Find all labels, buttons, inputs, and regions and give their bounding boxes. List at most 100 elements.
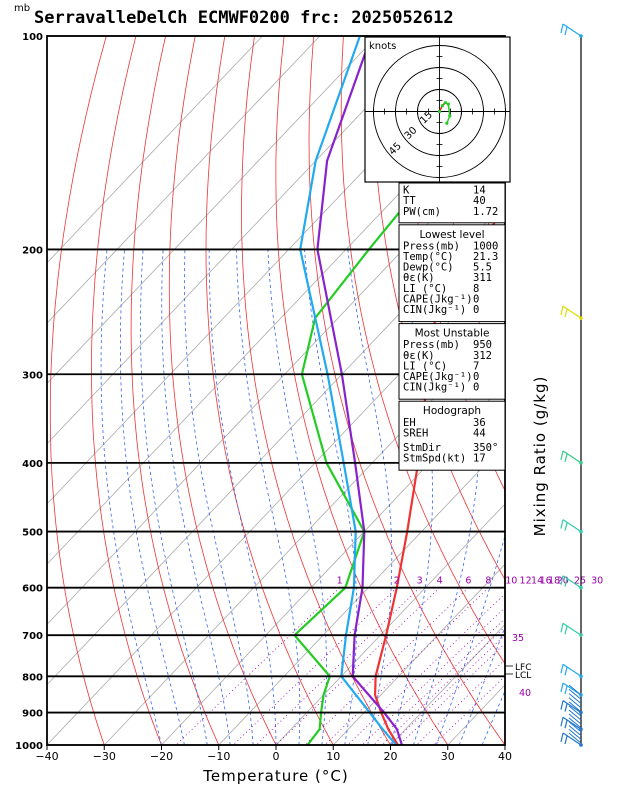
index-label: StmSpd(kt) — [403, 453, 466, 465]
index-value: 7 — [473, 360, 479, 372]
moist-adiabat-line — [161, 249, 231, 745]
index-label: StmDir — [403, 442, 441, 454]
mixing-ratio-line — [416, 659, 505, 745]
moist-adiabat-line — [347, 249, 393, 745]
dry-adiabat-line — [241, 36, 391, 745]
index-label: Press(mb) — [403, 339, 460, 351]
x-tick-label: 40 — [498, 750, 512, 763]
wind-barb-flag — [564, 578, 568, 587]
wind-barb-flag — [564, 735, 568, 745]
index-label: SREH — [403, 427, 428, 439]
moist-adiabat-line — [140, 249, 208, 745]
y-tick-label: 400 — [22, 459, 43, 470]
wind-barb-flag — [560, 732, 564, 743]
wind-barb-flag — [564, 26, 568, 36]
wind-barb-flag — [564, 453, 568, 463]
index-value: 0 — [473, 371, 479, 383]
wind-barbs — [560, 23, 583, 747]
isotherm-line — [47, 36, 263, 264]
hodograph-point — [443, 101, 447, 105]
hodograph-units: knots — [369, 41, 396, 52]
wind-barb-flag — [560, 305, 564, 316]
indices-box — [398, 400, 506, 471]
wind-barb-staff — [568, 701, 582, 713]
wind-barb-staff — [568, 684, 582, 696]
wind-barb-flag — [560, 623, 564, 633]
y-tick-label: 300 — [22, 370, 43, 381]
wind-barb-flag — [564, 522, 568, 531]
isotherm-line — [47, 36, 435, 445]
isotherm-line — [47, 36, 321, 324]
index-value: 312 — [473, 350, 492, 362]
y-tick-label: 200 — [22, 245, 43, 256]
mixing-ratio-label: 25 — [574, 576, 586, 587]
indices-heading: Hodograph — [423, 405, 481, 417]
wind-barb-flag — [560, 23, 564, 34]
isotherm-line — [390, 623, 505, 745]
hodograph-point — [445, 121, 449, 125]
x-tick-label: −10 — [207, 750, 230, 763]
mixing-ratio-label: 6 — [465, 576, 471, 587]
dry-adiabat-line — [340, 36, 505, 665]
wind-barb-staff — [568, 709, 582, 721]
mixing-ratio-label: 4 — [437, 576, 443, 587]
wind-barb-staff — [568, 725, 582, 736]
index-label: LI (°C) — [403, 360, 447, 372]
index-value: 21.3 — [473, 251, 498, 263]
hodograph-point — [440, 104, 445, 108]
wind-barb-flag — [560, 519, 564, 529]
wind-barb-staff — [562, 716, 582, 730]
hodograph-point — [448, 114, 452, 118]
isotherm-line — [218, 443, 505, 745]
dry-adiabat-line — [168, 36, 277, 745]
index-value: 0 — [473, 293, 479, 305]
index-label: θε(K) — [403, 350, 435, 362]
y-tick-label: 1000 — [15, 741, 43, 752]
index-value: 311 — [473, 272, 492, 284]
index-value: 5.5 — [473, 262, 492, 274]
mixing-ratio-label: 2 — [394, 576, 400, 587]
y-tick-label: 700 — [22, 631, 43, 642]
mixing-ratio-label: 8 — [485, 576, 491, 587]
wind-barb-flag — [560, 700, 564, 710]
x-tick-label: 20 — [384, 750, 398, 763]
isotherm-line — [333, 563, 505, 745]
index-value: 0 — [473, 382, 479, 394]
indices-box — [398, 323, 506, 400]
pressure-unit-label: mb — [14, 3, 31, 14]
mixing-ratio-label: 14 — [531, 576, 543, 587]
dry-adiabat-line — [91, 36, 162, 745]
mixing-ratio-label: 35 — [512, 633, 524, 644]
index-label: Press(mb) — [403, 240, 460, 252]
x-tick-label: −20 — [150, 750, 173, 763]
hodograph-point — [446, 102, 450, 106]
moist-adiabat-line — [184, 249, 254, 745]
mixing-ratio-label: 20 — [557, 576, 569, 587]
x-tick-label: −40 — [35, 750, 58, 763]
mixing-ratio-label: 3 — [417, 576, 423, 587]
wind-barb-staff — [562, 622, 582, 636]
index-label: PW(cm) — [403, 206, 441, 218]
mixing-ratio-line — [255, 587, 420, 745]
wind-barb-staff — [568, 721, 582, 733]
index-label: CAPE(Jkg⁻¹) — [403, 371, 473, 383]
wind-barb-staff — [568, 717, 582, 729]
mixing-ratio-label: 12 — [520, 576, 532, 587]
wind-barb-flag — [564, 308, 568, 318]
isotherm-line — [562, 36, 618, 745]
background-lines — [47, 36, 618, 745]
dry-adiabat-line — [580, 36, 618, 745]
index-label: TT — [403, 195, 416, 207]
index-value: 44 — [473, 427, 486, 439]
wind-barb-staff — [562, 575, 582, 589]
index-value: 950 — [473, 339, 492, 351]
x-tick-label: 10 — [326, 750, 340, 763]
wind-barb-staff — [568, 688, 582, 700]
y-tick-label: 600 — [22, 584, 43, 595]
index-label: LI (°C) — [403, 283, 447, 295]
mixing-ratio-label: 16 — [540, 576, 552, 587]
y-tick-label: 500 — [22, 528, 43, 539]
wind-barb-staff — [568, 705, 582, 717]
